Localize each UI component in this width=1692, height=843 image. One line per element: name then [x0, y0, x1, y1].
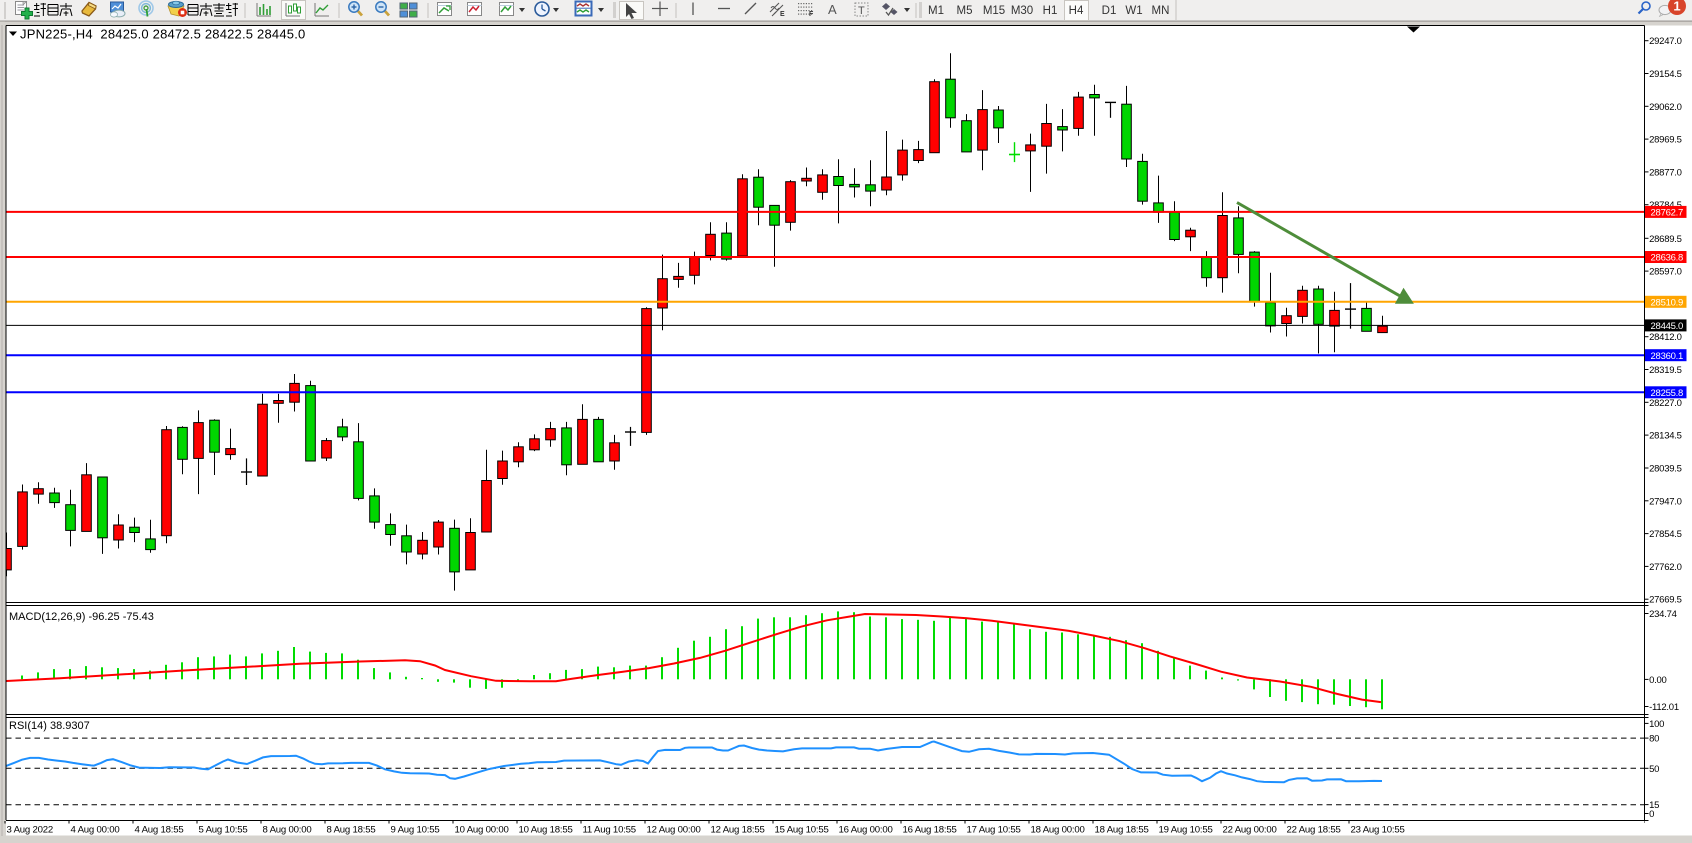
svg-text:28597.0: 28597.0	[1649, 267, 1682, 278]
svg-text:E: E	[780, 11, 785, 18]
svg-text:15: 15	[1649, 800, 1659, 811]
svg-text:A: A	[828, 2, 837, 17]
svg-text:28969.5: 28969.5	[1649, 135, 1682, 146]
svg-text:8 Aug 18:55: 8 Aug 18:55	[327, 825, 376, 836]
svg-text:27762.0: 27762.0	[1649, 562, 1682, 573]
svg-text:1: 1	[1673, 0, 1680, 14]
svg-text:29154.5: 29154.5	[1649, 69, 1682, 80]
svg-text:28227.0: 28227.0	[1649, 398, 1682, 409]
svg-text:22 Aug 18:55: 22 Aug 18:55	[1287, 825, 1341, 836]
svg-text:17 Aug 10:55: 17 Aug 10:55	[967, 825, 1021, 836]
svg-text:28134.5: 28134.5	[1649, 431, 1682, 442]
svg-text:M30: M30	[1011, 5, 1033, 17]
svg-text:MACD(12,26,9) -96.25 -75.43: MACD(12,26,9) -96.25 -75.43	[9, 611, 154, 623]
svg-text:28636.8: 28636.8	[1651, 253, 1684, 264]
svg-text:W1: W1	[1125, 5, 1142, 17]
svg-text:MN: MN	[1152, 5, 1170, 17]
svg-text:M15: M15	[983, 5, 1005, 17]
svg-text:100: 100	[1649, 719, 1664, 730]
svg-text:27669.5: 27669.5	[1649, 595, 1682, 606]
svg-text:28412.0: 28412.0	[1649, 332, 1682, 343]
svg-text:16 Aug 18:55: 16 Aug 18:55	[903, 825, 957, 836]
svg-text:T: T	[858, 5, 865, 17]
svg-text:H4: H4	[1069, 5, 1084, 17]
svg-text:15 Aug 10:55: 15 Aug 10:55	[775, 825, 829, 836]
svg-text:50: 50	[1649, 764, 1659, 775]
svg-text:H1: H1	[1043, 5, 1058, 17]
svg-text:3 Aug 2022: 3 Aug 2022	[7, 825, 54, 836]
svg-text:M5: M5	[957, 5, 973, 17]
svg-text:27854.5: 27854.5	[1649, 529, 1682, 540]
svg-text:12 Aug 00:00: 12 Aug 00:00	[647, 825, 701, 836]
svg-text:F: F	[809, 11, 814, 18]
svg-text:M1: M1	[928, 5, 944, 17]
svg-text:19 Aug 10:55: 19 Aug 10:55	[1159, 825, 1213, 836]
svg-text:0: 0	[1649, 809, 1654, 820]
svg-text:9 Aug 10:55: 9 Aug 10:55	[391, 825, 440, 836]
svg-text:28762.7: 28762.7	[1651, 208, 1684, 219]
svg-text:28319.5: 28319.5	[1649, 365, 1682, 376]
svg-text:10 Aug 18:55: 10 Aug 18:55	[519, 825, 573, 836]
svg-text:28445.0: 28445.0	[1651, 321, 1684, 332]
svg-text:18 Aug 18:55: 18 Aug 18:55	[1095, 825, 1149, 836]
svg-text:28039.5: 28039.5	[1649, 464, 1682, 475]
svg-text:28255.8: 28255.8	[1651, 388, 1684, 399]
svg-text:4 Aug 18:55: 4 Aug 18:55	[135, 825, 184, 836]
svg-text:10 Aug 00:00: 10 Aug 00:00	[455, 825, 509, 836]
svg-text:29247.0: 29247.0	[1649, 36, 1682, 47]
svg-text:D1: D1	[1102, 5, 1117, 17]
svg-text:11 Aug 10:55: 11 Aug 10:55	[583, 825, 636, 836]
svg-text:RSI(14) 38.9307: RSI(14) 38.9307	[9, 720, 90, 732]
svg-text:28877.0: 28877.0	[1649, 167, 1682, 178]
svg-text:29062.0: 29062.0	[1649, 102, 1682, 113]
svg-text:27947.0: 27947.0	[1649, 496, 1682, 507]
svg-text:16 Aug 00:00: 16 Aug 00:00	[839, 825, 893, 836]
svg-text:80: 80	[1649, 734, 1659, 745]
svg-text:18 Aug 00:00: 18 Aug 00:00	[1031, 825, 1085, 836]
svg-text:4 Aug 00:00: 4 Aug 00:00	[71, 825, 120, 836]
svg-text:0.00: 0.00	[1649, 675, 1667, 686]
svg-text:5 Aug 10:55: 5 Aug 10:55	[199, 825, 248, 836]
svg-text:28689.5: 28689.5	[1649, 234, 1682, 245]
svg-text:28360.1: 28360.1	[1651, 351, 1684, 362]
svg-text:28510.9: 28510.9	[1651, 297, 1684, 308]
svg-text:JPN225-,H4 28425.0 28472.5 28: JPN225-,H4 28425.0 28472.5 28422.5 28445…	[20, 27, 305, 42]
svg-text:22 Aug 00:00: 22 Aug 00:00	[1223, 825, 1277, 836]
svg-text:23 Aug 10:55: 23 Aug 10:55	[1351, 825, 1405, 836]
svg-text:28784.5: 28784.5	[1649, 200, 1682, 211]
svg-text:12 Aug 18:55: 12 Aug 18:55	[711, 825, 765, 836]
svg-text:234.74: 234.74	[1649, 609, 1677, 620]
svg-text:8 Aug 00:00: 8 Aug 00:00	[263, 825, 312, 836]
svg-text:-112.01: -112.01	[1649, 702, 1679, 713]
